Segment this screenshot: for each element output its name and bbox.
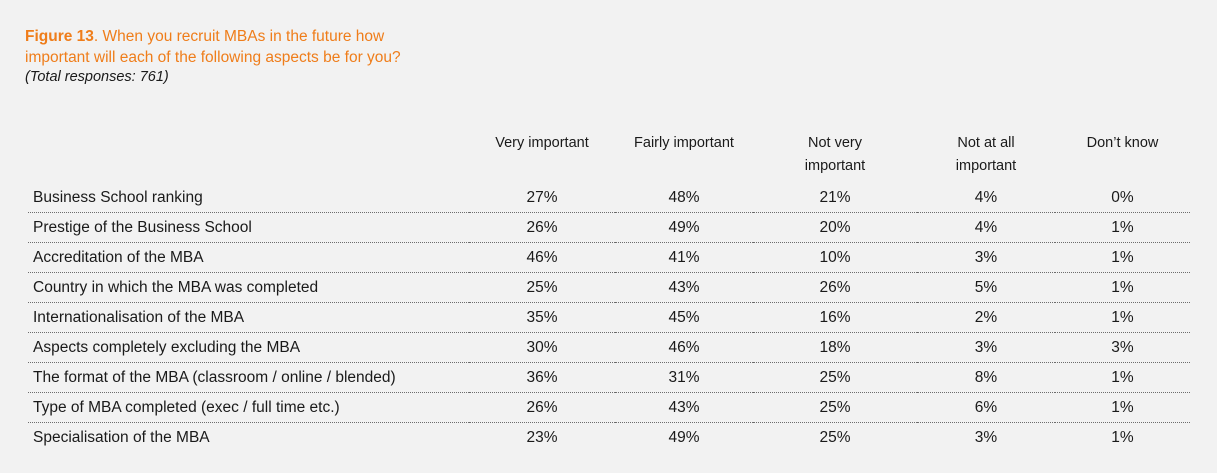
table-cell: 2%	[917, 302, 1055, 333]
row-label: Prestige of the Business School	[28, 212, 469, 243]
table-cell: 26%	[753, 272, 917, 303]
table-cell: 46%	[615, 332, 753, 363]
table-cell: 25%	[753, 362, 917, 393]
table-cell: 4%	[917, 183, 1055, 213]
table-cell: 25%	[819, 428, 851, 446]
table-cell: 36%	[469, 362, 615, 393]
table-cell: 10%	[753, 242, 917, 273]
table-cell: 25%	[753, 392, 917, 423]
table-cell: 26%	[469, 212, 615, 243]
table-row: Aspects completely excluding the MBA 30%…	[28, 332, 1190, 363]
figure-label: Figure 13	[25, 28, 94, 45]
table-cell: 3%	[1055, 332, 1190, 363]
row-label: Specialisation of the MBA	[33, 428, 210, 446]
table-cell: 43%	[615, 272, 753, 303]
column-header: Very important	[495, 135, 589, 151]
column-header: Fairly important	[634, 135, 734, 151]
survey-table: Very important Fairly important Not very…	[28, 128, 1190, 452]
table-cell: 5%	[917, 272, 1055, 303]
row-label: The format of the MBA (classroom / onlin…	[28, 362, 469, 393]
table-row: Accreditation of the MBA 46% 41% 10% 3% …	[28, 242, 1190, 273]
column-header: Not very important	[804, 135, 866, 174]
table-row: Internationalisation of the MBA 35% 45% …	[28, 302, 1190, 333]
table-cell: 45%	[615, 302, 753, 333]
table-cell: 43%	[615, 392, 753, 423]
figure-title-line-2: important will each of the following asp…	[25, 49, 401, 66]
table-cell: 20%	[753, 212, 917, 243]
row-label: Accreditation of the MBA	[28, 242, 469, 273]
table-cell: 1%	[1055, 212, 1190, 243]
table-cell: 46%	[469, 242, 615, 273]
table-cell: 18%	[753, 332, 917, 363]
table-cell: 49%	[615, 212, 753, 243]
row-label: Business School ranking	[28, 183, 469, 213]
table-cell: 1%	[1055, 302, 1190, 333]
table-cell: 1%	[1055, 392, 1190, 423]
figure-title-text: . When you recruit MBAs in the future ho…	[93, 28, 385, 45]
table-cell: 25%	[469, 272, 615, 303]
table-row: Type of MBA completed (exec / full time …	[28, 392, 1190, 423]
row-label: Type of MBA completed (exec / full time …	[28, 392, 469, 423]
table-row: Business School ranking 27% 48% 21% 4% 0…	[28, 183, 1190, 213]
table-row: Prestige of the Business School 26% 49% …	[28, 212, 1190, 243]
table-cell: 26%	[469, 392, 615, 423]
table-cell: 6%	[917, 392, 1055, 423]
table-cell: 1%	[1111, 428, 1134, 446]
header-row: Very important Fairly important Not very…	[28, 128, 1190, 183]
table-cell: 0%	[1055, 183, 1190, 213]
table-cell: 35%	[469, 302, 615, 333]
figure-title-line-1: Figure 13. When you recruit MBAs in the …	[25, 26, 545, 47]
row-label: Internationalisation of the MBA	[28, 302, 469, 333]
table-cell: 41%	[615, 242, 753, 273]
table-cell: 1%	[1055, 272, 1190, 303]
figure-caption: Figure 13. When you recruit MBAs in the …	[25, 26, 545, 87]
table-cell: 1%	[1055, 242, 1190, 273]
table-cell: 27%	[469, 183, 615, 213]
table-row: The format of the MBA (classroom / onlin…	[28, 362, 1190, 393]
table-row: Country in which the MBA was completed 2…	[28, 272, 1190, 303]
row-label: Country in which the MBA was completed	[28, 272, 469, 303]
table-cell: 31%	[615, 362, 753, 393]
table-cell: 4%	[917, 212, 1055, 243]
column-header: Not at all important	[955, 135, 1017, 174]
table-cell: 16%	[753, 302, 917, 333]
table-cell: 21%	[753, 183, 917, 213]
header-blank	[28, 128, 469, 183]
table-cell: 3%	[917, 332, 1055, 363]
table-cell: 48%	[615, 183, 753, 213]
table-cell: 8%	[917, 362, 1055, 393]
row-label: Aspects completely excluding the MBA	[28, 332, 469, 363]
table-cell: 3%	[974, 428, 998, 446]
table-cell: 1%	[1055, 362, 1190, 393]
table-cell: 3%	[917, 242, 1055, 273]
figure-subtitle: (Total responses: 761)	[25, 69, 169, 85]
column-header: Don’t know	[1086, 135, 1159, 151]
table-cell: 23%	[526, 428, 558, 446]
table-cell: 30%	[469, 332, 615, 363]
table-cell: 49%	[668, 428, 700, 446]
table-row: Specialisation of the MBA 23% 49% 25% 3%…	[28, 423, 1190, 453]
